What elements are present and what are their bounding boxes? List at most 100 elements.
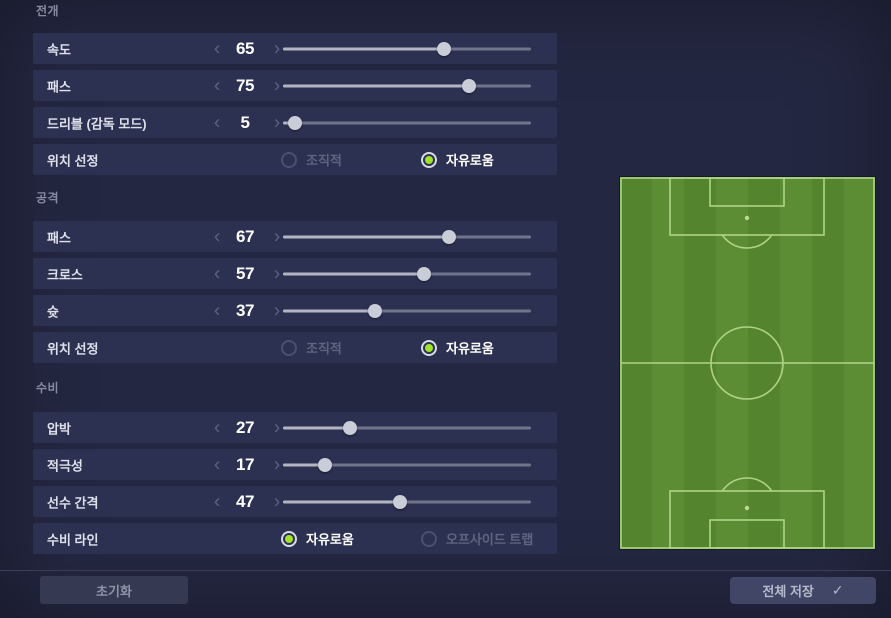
reset-button[interactable]: 초기화 — [40, 576, 188, 604]
radio-icon — [421, 151, 437, 168]
save-all-button[interactable]: 전체 저장 ✓ — [730, 577, 876, 604]
radio-icon — [281, 151, 297, 168]
setting-row-dribble: 드리블 (감독 모드) ‹ 5 › — [33, 107, 557, 138]
slider-handle[interactable] — [462, 78, 476, 93]
radio-icon — [421, 339, 437, 356]
chevron-right-icon[interactable]: › — [273, 300, 281, 321]
slider-track[interactable] — [283, 84, 531, 87]
chevron-left-icon[interactable]: ‹ — [213, 112, 221, 133]
slider-handle[interactable] — [392, 494, 407, 509]
slider[interactable] — [283, 420, 531, 436]
slider-handle[interactable] — [442, 229, 457, 244]
slider-fill — [283, 500, 400, 503]
setting-label: 패스 — [47, 79, 71, 94]
stepper-value: 47 — [236, 491, 254, 511]
chevron-left-icon[interactable]: ‹ — [213, 75, 221, 96]
slider-fill — [283, 309, 375, 312]
stepper-value: 67 — [236, 226, 254, 246]
chevron-right-icon[interactable]: › — [273, 263, 281, 284]
radio-option-freeform[interactable]: 자유로움 — [281, 523, 354, 554]
setting-label: 압박 — [47, 421, 71, 436]
slider[interactable] — [283, 303, 531, 319]
radio-option-label: 오프사이드 트랩 — [446, 532, 534, 547]
slider-fill — [283, 47, 445, 50]
setting-label: 드리블 (감독 모드) — [47, 116, 147, 131]
setting-label: 선수 간격 — [47, 495, 99, 510]
setting-row-shoot: 슛 ‹ 37 › — [33, 295, 557, 326]
slider[interactable] — [283, 494, 531, 510]
slider-track[interactable] — [283, 121, 531, 124]
slider-handle[interactable] — [417, 266, 432, 281]
chevron-left-icon[interactable]: ‹ — [213, 38, 221, 59]
soccer-pitch-graphic — [620, 177, 875, 549]
slider[interactable] — [283, 457, 531, 473]
setting-row-speed: 속도 ‹ 65 › — [33, 33, 557, 64]
save-all-label: 전체 저장 — [762, 584, 814, 599]
chevron-right-icon[interactable]: › — [273, 226, 281, 247]
slider[interactable] — [283, 229, 531, 245]
radio-option-freeform[interactable]: 자유로움 — [421, 332, 494, 363]
chevron-right-icon[interactable]: › — [273, 75, 281, 96]
soccer-pitch-preview — [619, 176, 876, 550]
setting-row-pass: 패스 ‹ 75 › — [33, 70, 557, 101]
stepper-value: 65 — [236, 38, 254, 58]
chevron-left-icon[interactable]: ‹ — [213, 300, 221, 321]
slider-handle[interactable] — [342, 420, 357, 435]
section-header-attack: 공격 — [36, 191, 60, 205]
chevron-right-icon[interactable]: › — [273, 112, 281, 133]
setting-row-attack-positioning: 위치 선정 조직적 자유로움 — [33, 332, 557, 363]
radio-option-organized[interactable]: 조직적 — [281, 144, 342, 175]
slider[interactable] — [283, 266, 531, 282]
setting-label: 위치 선정 — [47, 153, 99, 168]
setting-label: 위치 선정 — [47, 341, 99, 356]
chevron-right-icon[interactable]: › — [273, 417, 281, 438]
setting-row-defensive-line: 수비 라인 자유로움 오프사이드 트랩 — [33, 523, 557, 554]
slider-handle[interactable] — [367, 303, 382, 318]
slider-fill — [283, 426, 350, 429]
setting-row-positioning: 위치 선정 조직적 자유로움 — [33, 144, 557, 175]
slider-track[interactable] — [283, 500, 531, 503]
chevron-right-icon[interactable]: › — [273, 491, 281, 512]
chevron-left-icon[interactable]: ‹ — [213, 491, 221, 512]
stepper-value: 37 — [236, 300, 254, 320]
setting-label: 패스 — [47, 230, 71, 245]
radio-option-label: 자유로움 — [446, 153, 494, 168]
radio-option-label: 조직적 — [306, 153, 342, 168]
chevron-right-icon[interactable]: › — [273, 38, 281, 59]
chevron-left-icon[interactable]: ‹ — [213, 263, 221, 284]
radio-option-offside-trap[interactable]: 오프사이드 트랩 — [421, 523, 533, 554]
slider-handle[interactable] — [288, 115, 303, 130]
radio-option-label: 조직적 — [306, 341, 342, 356]
stepper-value: 57 — [236, 263, 254, 283]
chevron-left-icon[interactable]: ‹ — [213, 417, 221, 438]
radio-option-label: 자유로움 — [446, 341, 494, 356]
radio-icon — [281, 339, 297, 356]
chevron-left-icon[interactable]: ‹ — [213, 226, 221, 247]
slider-track[interactable] — [283, 235, 531, 238]
slider-track[interactable] — [283, 426, 531, 429]
slider-handle[interactable] — [318, 457, 333, 472]
chevron-left-icon[interactable]: ‹ — [213, 454, 221, 475]
section-header-buildup: 전개 — [36, 4, 60, 18]
slider-track[interactable] — [283, 47, 531, 50]
slider-track[interactable] — [283, 309, 531, 312]
check-icon: ✓ — [831, 582, 844, 598]
radio-icon — [421, 530, 437, 547]
section-header-defense: 수비 — [36, 381, 60, 395]
setting-row-pressure: 압박 ‹ 27 › — [33, 412, 557, 443]
radio-option-freeform[interactable]: 자유로움 — [421, 144, 494, 175]
slider-track[interactable] — [283, 272, 531, 275]
slider[interactable] — [283, 78, 531, 94]
setting-label: 속도 — [47, 42, 71, 57]
setting-row-attack-pass: 패스 ‹ 67 › — [33, 221, 557, 252]
slider-handle[interactable] — [437, 41, 452, 56]
stepper-value: 5 — [240, 112, 250, 132]
slider[interactable] — [283, 41, 531, 57]
radio-option-organized[interactable]: 조직적 — [281, 332, 342, 363]
slider[interactable] — [283, 115, 531, 131]
slider-track[interactable] — [283, 463, 531, 466]
chevron-right-icon[interactable]: › — [273, 454, 281, 475]
footer-divider — [0, 570, 891, 571]
setting-row-aggression: 적극성 ‹ 17 › — [33, 449, 557, 480]
